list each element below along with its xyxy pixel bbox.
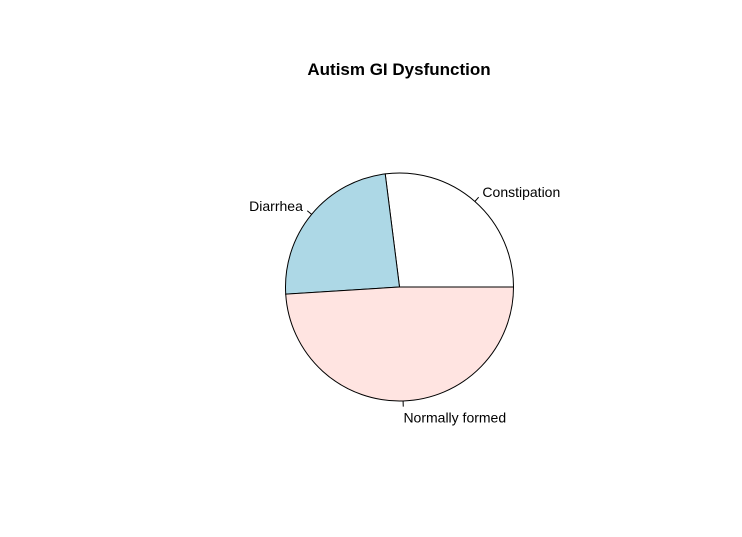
leader-line-constipation xyxy=(474,196,480,202)
pie-slice-constipation xyxy=(384,172,515,288)
pie-slice-diarrhea xyxy=(285,173,401,295)
pie-label-normally-formed: Normally formed xyxy=(403,409,506,425)
pie-label-constipation: Constipation xyxy=(482,184,560,200)
pie-slice-normally-formed xyxy=(285,286,515,402)
chart-title: Autism GI Dysfunction xyxy=(307,60,490,79)
leader-line-diarrhea xyxy=(306,210,312,215)
pie-slices xyxy=(285,172,515,402)
pie-label-diarrhea: Diarrhea xyxy=(249,198,303,214)
pie-labels: Constipation Diarrhea Normally formed xyxy=(249,184,560,425)
